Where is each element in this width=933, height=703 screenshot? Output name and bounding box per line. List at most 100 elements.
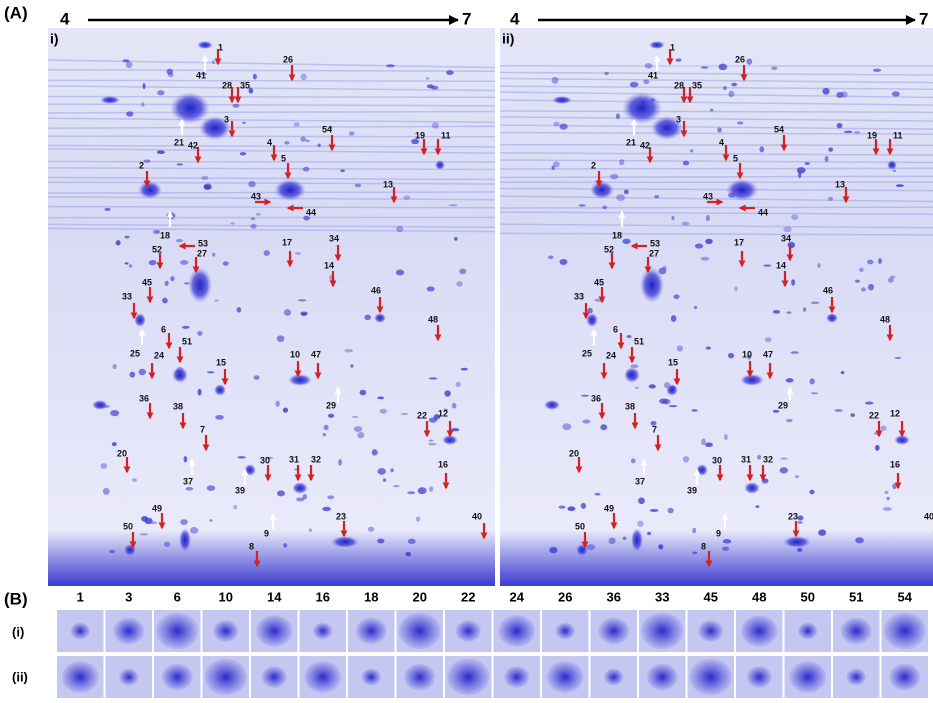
spot-label: 27: [649, 248, 659, 258]
protein-spot: [868, 284, 874, 291]
protein-spot: [549, 547, 557, 553]
thumbnail-spot: [789, 661, 826, 693]
spot-label: 8: [249, 541, 254, 551]
protein-spot: [248, 181, 255, 187]
protein-spot: [594, 493, 600, 496]
protein-spot: [126, 111, 133, 116]
protein-spot: [544, 400, 560, 410]
protein-spot: [377, 468, 385, 475]
thumbnail-spot: [362, 669, 381, 686]
protein-spot: [300, 311, 308, 315]
spot-label: 50: [123, 521, 133, 531]
protein-spot: [134, 313, 146, 327]
spot-label: 27: [197, 248, 207, 258]
protein-spot: [448, 204, 457, 206]
spot-label: 42: [188, 140, 198, 150]
thumbnail-spot: [798, 623, 817, 640]
spot-label: 26: [283, 54, 293, 64]
protein-spot: [638, 497, 645, 504]
ph-start: 4: [510, 9, 520, 28]
protein-spot: [627, 335, 632, 338]
thumbnail-spot: [741, 615, 778, 647]
protein-spot: [179, 528, 191, 552]
protein-spot: [728, 353, 734, 358]
protein-spot: [300, 136, 306, 142]
protein-spot: [797, 167, 806, 173]
protein-spot: [786, 311, 791, 314]
streak: [48, 192, 495, 193]
row-label: (i): [12, 624, 24, 639]
protein-spot: [403, 195, 410, 199]
protein-spot: [590, 181, 614, 199]
protein-spot: [396, 269, 404, 275]
spot-label: 19: [415, 130, 425, 140]
protein-spot: [790, 351, 798, 354]
protein-spot: [795, 476, 799, 478]
protein-spot: [288, 374, 312, 386]
spot-label: 45: [142, 277, 152, 287]
protein-spot: [893, 170, 896, 172]
protein-spot: [364, 315, 371, 320]
protein-spot: [763, 265, 771, 267]
spot-label: 50: [575, 521, 585, 531]
protein-spot: [126, 61, 133, 68]
spot-label: 46: [371, 285, 381, 295]
protein-spot: [283, 408, 288, 413]
protein-spot: [204, 185, 211, 190]
protein-spot: [671, 216, 674, 220]
spot-label: 36: [139, 393, 149, 403]
thumbnail-spot: [604, 669, 623, 686]
protein-spot: [428, 443, 437, 445]
protein-spot: [101, 463, 108, 469]
protein-spot: [180, 260, 188, 265]
protein-spot: [757, 455, 761, 460]
protein-spot: [658, 544, 663, 549]
column-label: 48: [752, 589, 766, 604]
thumbnail-spot: [447, 659, 490, 696]
column-label: 6: [174, 589, 181, 604]
thumbnail-spot: [262, 666, 287, 688]
protein-spot: [294, 122, 300, 127]
protein-spot: [619, 159, 624, 165]
protein-spot: [683, 161, 689, 166]
gel-label: ii): [502, 31, 514, 47]
protein-spot: [305, 139, 309, 142]
protein-spot: [756, 505, 760, 507]
protein-spot: [141, 516, 148, 522]
protein-spot: [374, 313, 386, 323]
protein-spot: [125, 236, 130, 239]
protein-spot: [771, 67, 777, 70]
thumbnail-spot: [556, 623, 575, 640]
column-label: 45: [704, 589, 718, 604]
column-label: 16: [316, 589, 330, 604]
protein-spot: [892, 91, 900, 96]
protein-spot: [408, 539, 416, 544]
spot-label: 39: [235, 485, 245, 495]
protein-spot: [116, 240, 121, 245]
protein-spot: [104, 208, 110, 211]
protein-spot: [301, 74, 307, 81]
protein-spot: [112, 442, 117, 446]
thumbnail-spot: [156, 613, 199, 650]
protein-spot: [368, 527, 374, 532]
protein-spot: [683, 456, 689, 462]
protein-spot: [357, 432, 364, 438]
protein-spot: [396, 226, 403, 232]
protein-spot: [797, 548, 802, 552]
spot-label: 38: [173, 401, 183, 411]
protein-spot: [143, 83, 146, 89]
thumbnail-spot: [641, 613, 684, 650]
spot-label: 22: [417, 410, 427, 420]
spot-label: 29: [778, 400, 788, 410]
thumbnail-spot: [883, 613, 926, 650]
protein-spot: [722, 546, 729, 550]
protein-spot: [165, 281, 169, 286]
protein-spot: [645, 63, 653, 69]
protein-spot: [582, 419, 590, 423]
thumbnail-spot: [547, 661, 584, 693]
protein-spot: [92, 400, 108, 410]
spot-label: 25: [130, 348, 140, 358]
protein-spot: [616, 113, 620, 119]
protein-spot: [673, 294, 679, 299]
